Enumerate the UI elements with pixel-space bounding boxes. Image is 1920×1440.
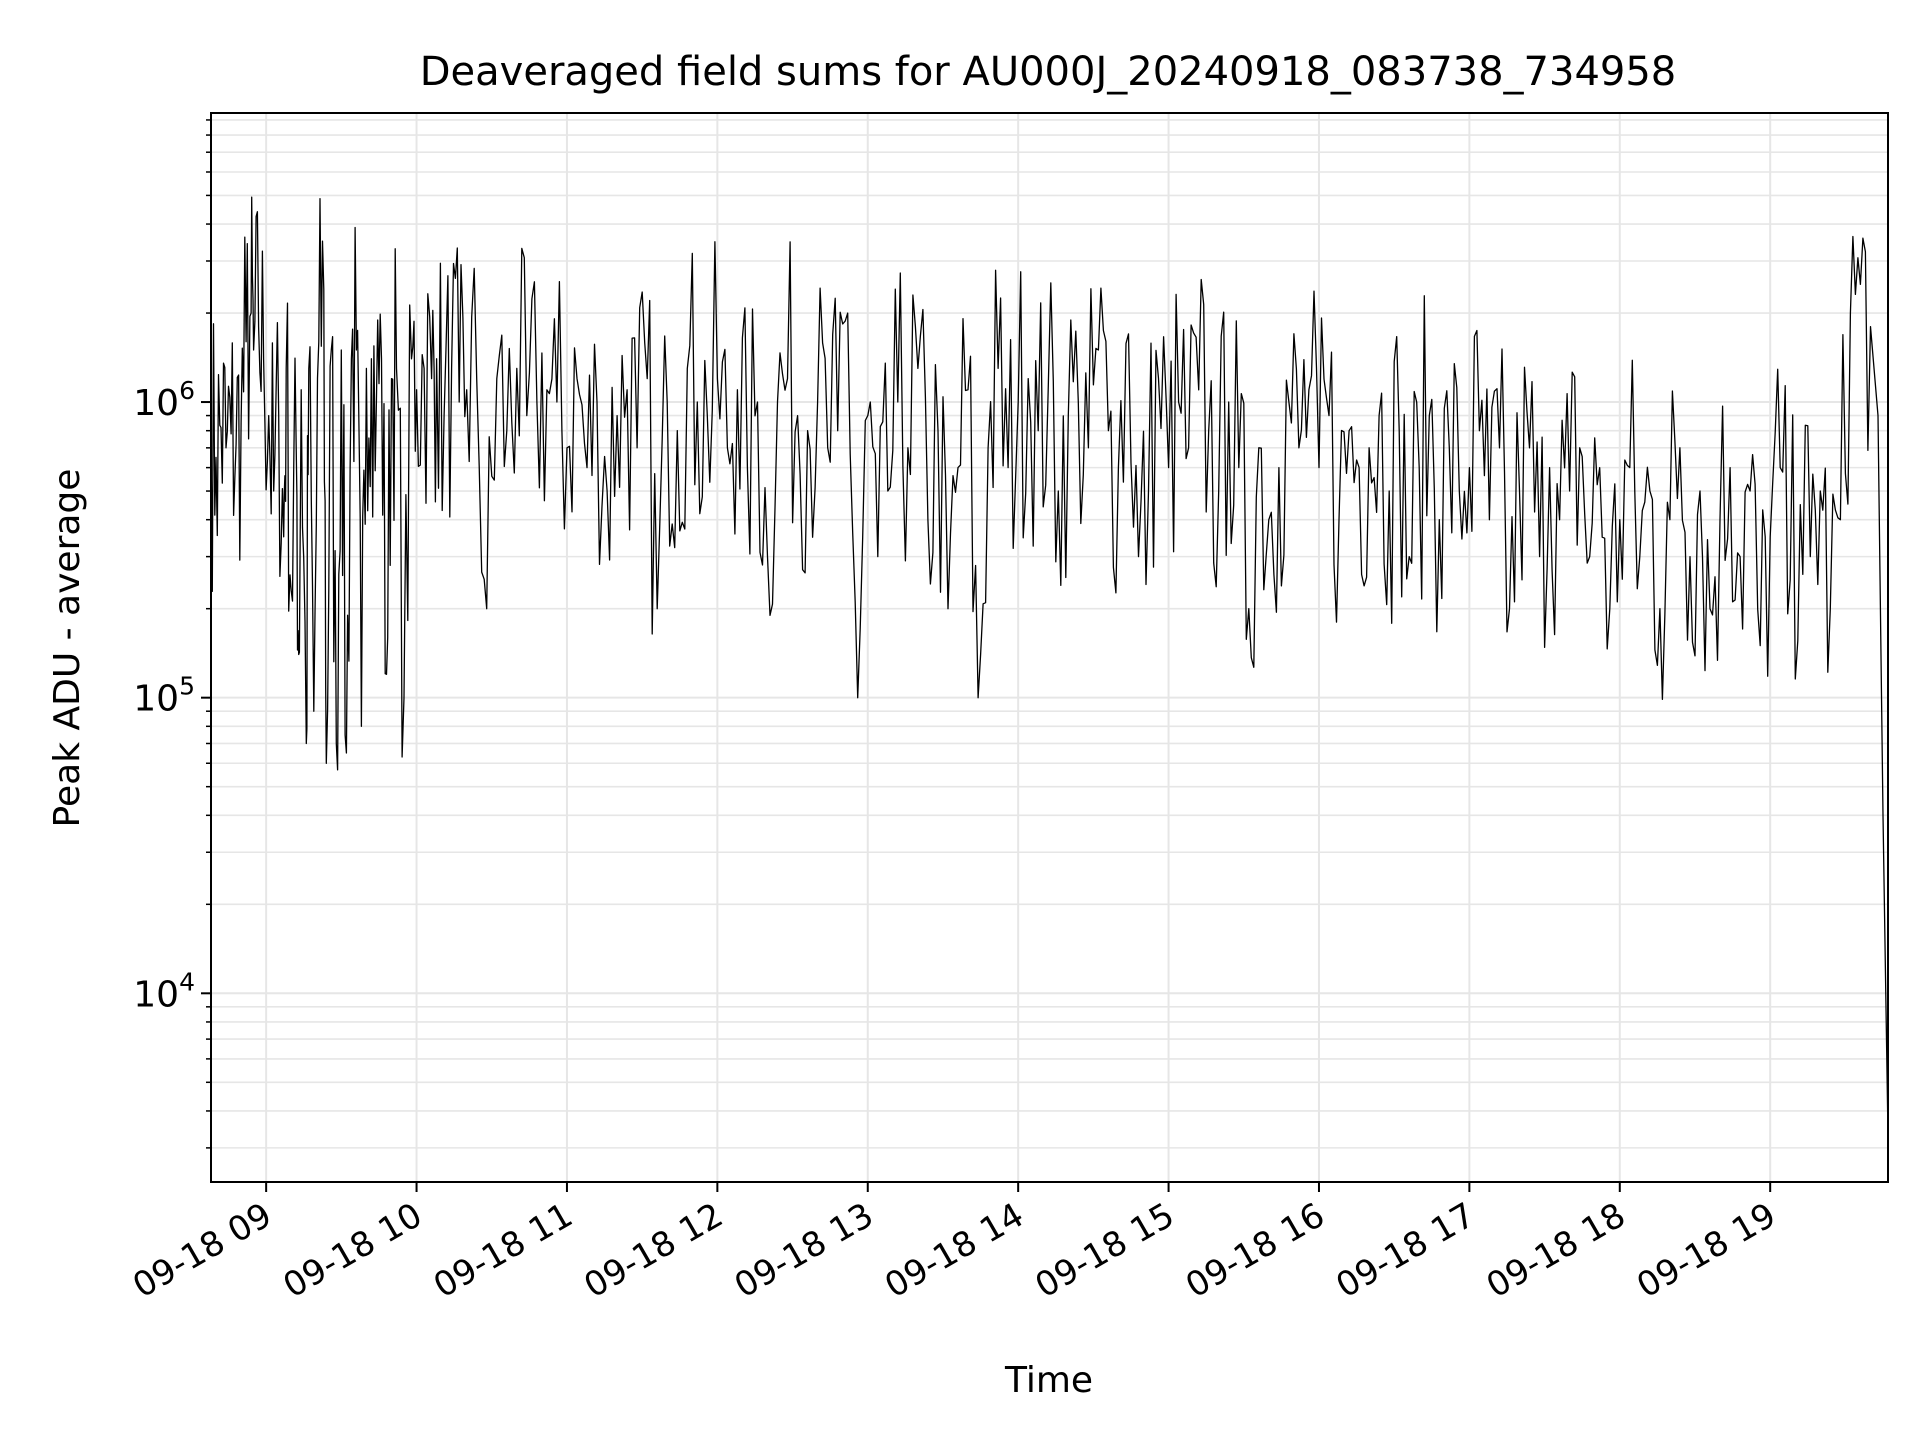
chart-title: Deaveraged field sums for AU000J_2024091… <box>420 49 1676 95</box>
plot-frame <box>210 112 1889 1183</box>
y-tick-label: 106 <box>133 376 195 424</box>
series-line <box>210 196 1889 1136</box>
y-axis-label: Peak ADU - average <box>47 469 88 828</box>
x-axis-label: Time <box>1004 1360 1093 1401</box>
y-tick-label: 105 <box>133 672 195 720</box>
series-line-group <box>210 196 1889 1136</box>
y-tick-label: 104 <box>133 967 195 1015</box>
grid <box>211 113 1888 1182</box>
